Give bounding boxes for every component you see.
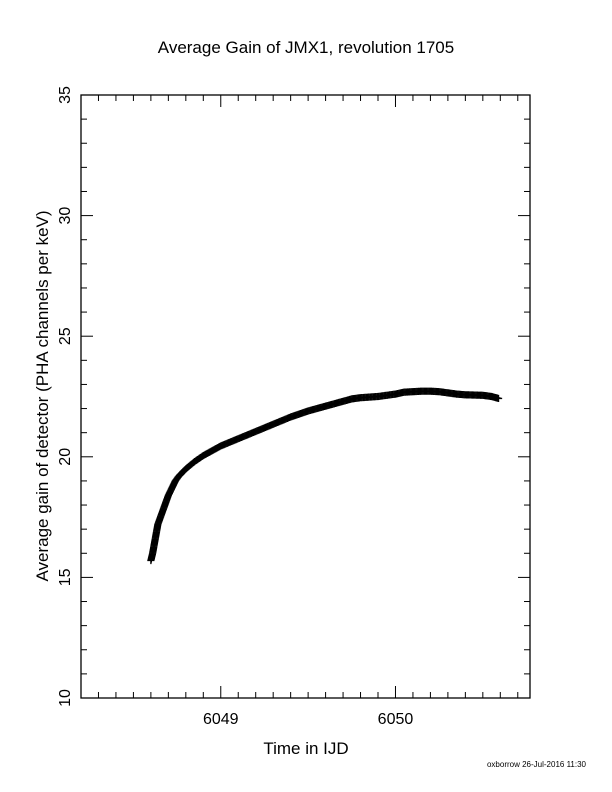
y-tick-label: 15: [57, 568, 74, 586]
y-tick-label: 10: [57, 689, 74, 707]
y-tick-label: 35: [57, 86, 74, 104]
x-axis-label: Time in IJD: [263, 739, 348, 758]
chart-title: Average Gain of JMX1, revolution 1705: [158, 38, 454, 57]
plot-frame: [80, 94, 531, 699]
data-point: [494, 394, 503, 403]
data-points: [147, 387, 503, 565]
axis-ticks: [80, 94, 530, 699]
footer-stamp: oxborrow 26-Jul-2016 11:30: [487, 760, 587, 769]
y-tick-label: 25: [57, 327, 74, 345]
y-tick-label: 30: [57, 207, 74, 225]
x-tick-label: 6050: [378, 711, 414, 728]
y-tick-label: 20: [57, 448, 74, 466]
y-axis-label: Average gain of detector (PHA channels p…: [33, 210, 52, 581]
tick-labels: 6049 6050 10 15 20 25 30 35: [57, 86, 413, 728]
x-tick-label: 6049: [203, 711, 239, 728]
